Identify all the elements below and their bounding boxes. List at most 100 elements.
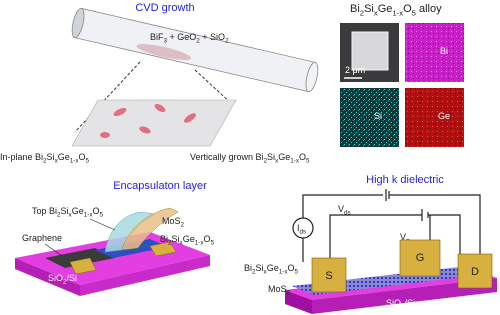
subscript: 2 [63,279,67,286]
map-label: Si [374,111,382,121]
text-run: Bi [244,263,252,273]
text-run: Si [61,206,69,216]
text-run: Si [267,152,275,162]
subscript: 2 [401,304,405,311]
subscript: 2 [252,269,256,276]
substrate-label: SiO2/Si [48,273,77,286]
text-run: + GeO [167,32,196,42]
encapsulation-title: Encapsulaton layer [113,180,207,192]
slab-front [80,255,210,296]
subscript: 2 [181,222,185,229]
vds-label: Vds [338,204,351,217]
text-run: Top Bi [32,206,57,216]
text-run: Ge [378,3,393,15]
subscript: 1-x [84,212,94,219]
subscript: 5 [99,212,103,219]
subscript: 5 [210,240,214,247]
subscript: ds [344,210,351,217]
top-label: Top Bi2SixGe1-xO5 [32,206,103,219]
bi-map [405,23,464,82]
map-label: Ge [438,111,450,121]
precursors: BiF3 + GeO2 + SiO2 [150,32,229,45]
text-run: Si [172,234,180,244]
subscript: 5 [412,8,416,17]
pointer [44,243,63,257]
text-run: alloy [416,3,442,15]
subscript: x [264,269,268,276]
electrode [69,257,97,275]
subscript: x [55,158,59,165]
text-run: Si [47,152,55,162]
text-run: O [78,152,85,162]
text-run: Si [364,3,374,15]
subscript: 2 [264,158,268,165]
text-run: Ge [183,234,195,244]
graphene [45,248,115,268]
substrate-label: SiO2/Si [386,298,415,311]
circuit [302,189,481,258]
pointer [89,218,116,231]
cvd-title: CVD growth [135,2,194,14]
text-run: O [92,206,99,216]
subscript: 5 [294,269,298,276]
text-run: + SiO [200,32,225,42]
si-map [340,88,399,147]
text-run: /Si [405,298,416,308]
bsgo-label: Bi2SixGe1-xO5 [244,263,298,276]
text-run: Si [256,263,264,273]
circuit [302,209,461,262]
electrode [311,257,347,293]
text-run: MoS [162,216,181,226]
map-label: Bi [440,46,448,56]
text-run: O [203,234,210,244]
subscript: x [374,8,378,17]
graphene-label: Graphene [22,233,62,243]
subscript: 2 [57,212,61,219]
subscript: 2 [43,158,47,165]
electrode-label: G [416,252,425,264]
subscript: 2 [360,8,364,17]
subscript: 1-x [279,269,289,276]
text-run: Ge [267,263,279,273]
subscript: 5 [86,158,90,165]
in-plane-label: In-plane Bi2SixGe1-xO5 [0,152,90,165]
text-run: V [400,232,406,242]
slab-front [312,278,497,314]
text-run: SiO [386,298,401,308]
alloy-title: Bi2SixGe1-xO5 alloy [350,3,442,17]
slab-side [285,290,312,314]
subscript: 1-x [70,158,80,165]
zoom-line [74,61,141,133]
text-run: BiF [150,32,164,42]
electrode [149,241,177,257]
subscript: 5 [306,158,310,165]
text-run: O [299,152,306,162]
text-run: O [403,3,412,15]
text-run: Ge [278,152,290,162]
tube [71,7,319,93]
text-run: MoS [268,284,287,294]
electrode [399,239,441,277]
subscript: 1-x [392,8,403,17]
subscript: ds [300,229,307,236]
ids-label: Ids [297,223,306,236]
electrode-label: D [471,266,479,278]
subscript: x [180,240,184,247]
zoom-line [194,69,233,105]
text-run: In-plane Bi [0,152,43,162]
subscript: x [275,158,279,165]
mos2-label: MoS2 [162,216,185,229]
top-flake [121,207,179,251]
scale-bar-label: 2 μm [345,65,365,75]
text-run: Vertically grown Bi [190,152,264,162]
subscript: 3 [164,38,168,45]
slab-side [15,258,80,296]
subscript: x [69,212,73,219]
ge-map [405,88,464,147]
text-run: O [287,263,294,273]
bsgo-label: Bi2SixGe1-xO5 [160,234,214,247]
ammeter [292,217,314,239]
subscript: 2 [225,38,229,45]
flakes [100,104,196,138]
